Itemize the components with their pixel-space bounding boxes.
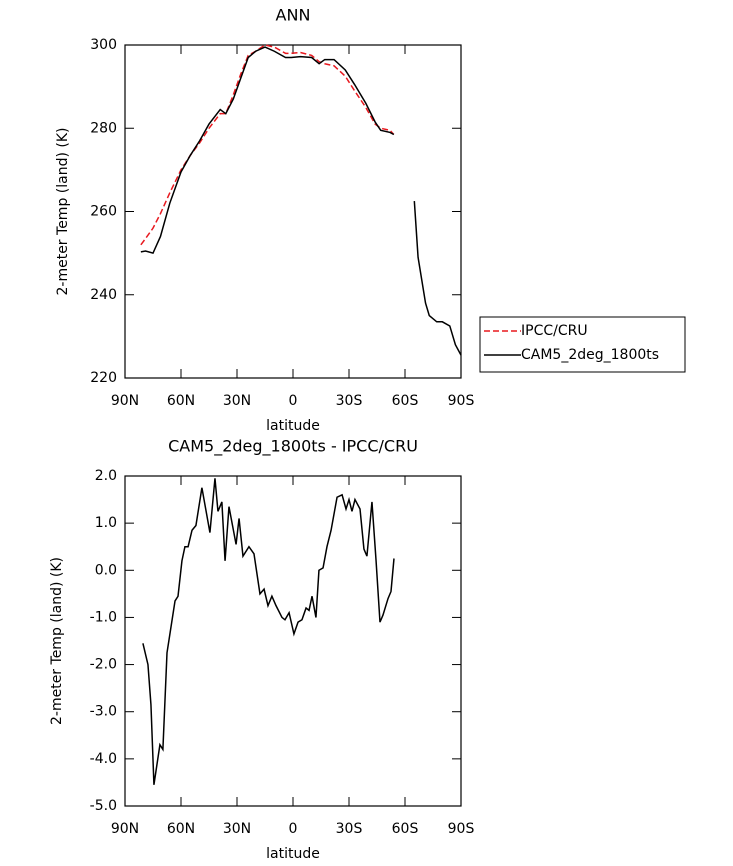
x-tick-label: 90N bbox=[111, 821, 139, 837]
y-tick-label: 2.0 bbox=[95, 468, 117, 484]
x-tick-label: 0 bbox=[289, 393, 298, 409]
x-tick-label: 30N bbox=[223, 821, 251, 837]
x-tick-label: 90S bbox=[448, 393, 475, 409]
y-tick-label: 240 bbox=[90, 287, 117, 303]
y-tick-label: 260 bbox=[90, 204, 117, 220]
x-tick-label: 30S bbox=[336, 821, 363, 837]
series-line bbox=[140, 44, 395, 246]
x-axis-title: latitude bbox=[266, 418, 320, 434]
y-tick-label: -1.0 bbox=[90, 609, 117, 625]
x-tick-label: 60S bbox=[392, 821, 419, 837]
y-tick-label: 0.0 bbox=[95, 562, 117, 578]
y-tick-label: -5.0 bbox=[90, 798, 117, 814]
x-tick-label: 30S bbox=[336, 393, 363, 409]
y-tick-label: -2.0 bbox=[90, 657, 117, 673]
x-tick-label: 30N bbox=[223, 393, 251, 409]
y-tick-label: -4.0 bbox=[90, 751, 117, 767]
series-line bbox=[140, 46, 462, 356]
y-tick-label: 1.0 bbox=[95, 515, 117, 531]
x-tick-label: 60N bbox=[167, 393, 195, 409]
y-tick-label: 300 bbox=[90, 37, 117, 53]
x-tick-label: 90N bbox=[111, 393, 139, 409]
series-line bbox=[142, 478, 395, 785]
plot-frame bbox=[124, 44, 462, 379]
x-axis-title: latitude bbox=[266, 846, 320, 862]
y-axis-title: 2-meter Temp (land) (K) bbox=[49, 557, 65, 725]
chart-title: CAM5_2deg_1800ts - IPCC/CRU bbox=[168, 437, 418, 457]
legend-box bbox=[479, 316, 686, 373]
y-axis-title: 2-meter Temp (land) (K) bbox=[55, 128, 71, 296]
y-tick-label: -3.0 bbox=[90, 704, 117, 720]
x-tick-label: 0 bbox=[289, 821, 298, 837]
chart-title: ANN bbox=[276, 6, 311, 25]
y-tick-label: 280 bbox=[90, 120, 117, 136]
x-tick-label: 90S bbox=[448, 821, 475, 837]
x-tick-label: 60N bbox=[167, 821, 195, 837]
legend-label: IPCC/CRU bbox=[521, 323, 588, 339]
y-tick-label: 220 bbox=[90, 370, 117, 386]
x-tick-label: 60S bbox=[392, 393, 419, 409]
plot-frame bbox=[124, 475, 462, 807]
legend-label: CAM5_2deg_1800ts bbox=[521, 347, 659, 363]
